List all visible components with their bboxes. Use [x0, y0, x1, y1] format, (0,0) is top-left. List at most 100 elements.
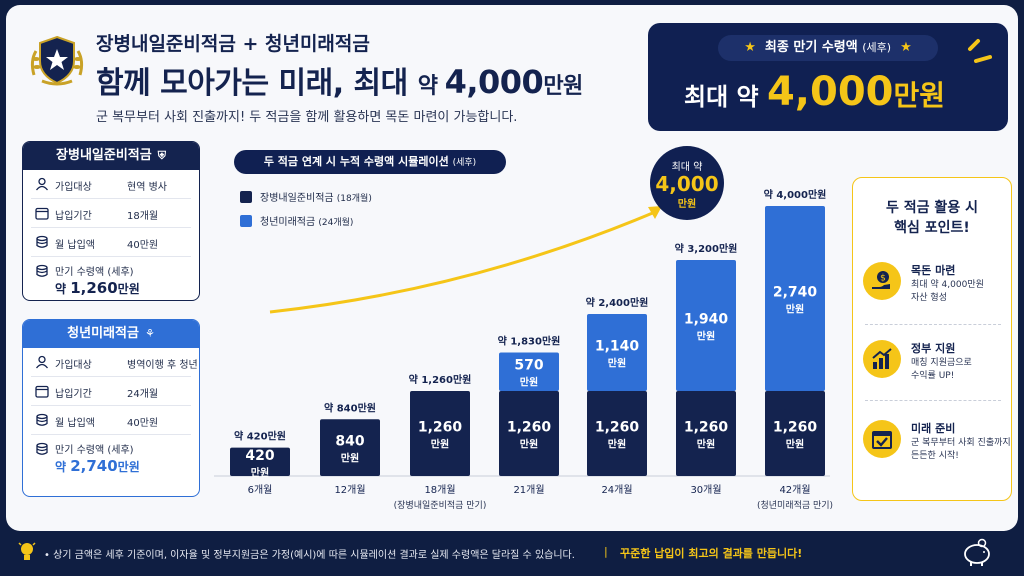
infographic-canvas: 장병내일준비적금 + 청년미래적금 함께 모아가는 미래, 최대 약 4,000… [6, 5, 1018, 531]
chart-title-text: 두 적금 연계 시 누적 수령액 시뮬레이션 [263, 155, 449, 168]
row-label: 가입대상 [55, 360, 92, 371]
row-label: 가입대상 [55, 182, 92, 193]
row-value: 40만원 [127, 240, 159, 251]
footer-disclaimer: • 상기 금액은 세후 기준이며, 이자율 및 정부지원금은 가정(예시)에 따… [44, 550, 575, 561]
headline-text: 함께 모아가는 미래, 최대 [96, 66, 418, 101]
coins-icon [36, 264, 48, 277]
final-amount-value: 최대 약 4,000만원 [684, 69, 945, 115]
headline-approx: 약 [417, 74, 445, 99]
row-label: 월 납입액 [55, 418, 95, 429]
maturity-amount: 약 2,740만원 [55, 457, 140, 475]
bubble-line1: 최대 약 [671, 162, 703, 173]
maturity-label: 만기 수령액 (세후) [55, 267, 134, 278]
chart-title: 두 적금 연계 시 누적 수령액 시뮬레이션 (세후) [234, 150, 506, 174]
star-icon: ★ [900, 40, 912, 55]
card-row: 가입대상 병역이행 후 청년 [31, 348, 198, 377]
final-tag-paren: (세후) [862, 41, 892, 54]
maturity-num: 1,260 [70, 279, 118, 297]
lightbulb-icon [18, 542, 36, 560]
card-row: 납입기간 24개월 [31, 377, 191, 406]
calendar-icon [35, 207, 49, 220]
headline-unit: 만원 [543, 74, 583, 99]
key-point-desc-line1: 매칭 지원금으로 [911, 358, 972, 368]
svg-text:$: $ [880, 274, 886, 284]
legend-label: 장병내일준비적금 [260, 193, 334, 204]
card-row: 납입기간 18개월 [31, 199, 191, 228]
legend-paren: (18개월) [336, 194, 372, 204]
row-value: 병역이행 후 청년 [127, 360, 198, 371]
coins-icon [36, 235, 48, 248]
page-title: 장병내일준비적금 + 청년미래적금 [96, 33, 370, 55]
card-title-text: 장병내일준비적금 [56, 148, 152, 163]
person-icon [35, 355, 49, 369]
card-row-maturity: 만기 수령액 (세후) 약 2,740만원 [31, 435, 191, 479]
key-point-title: 미래 준비 [911, 422, 956, 435]
card-row-maturity: 만기 수령액 (세후) 약 1,260만원 [31, 257, 191, 300]
maturity-label: 만기 수령액 (세후) [55, 445, 134, 456]
star-icon: ★ [744, 40, 756, 55]
bubble-unit: 만원 [677, 199, 697, 210]
page-headline: 함께 모아가는 미래, 최대 약 4,000만원 [96, 58, 583, 102]
calendar-check-icon [863, 420, 901, 458]
row-value: 현역 병사 [127, 182, 167, 193]
maturity-unit: 만원 [117, 282, 140, 296]
final-amount-box: ★ 최종 만기 수령액 (세후) ★ 최대 약 4,000만원 [648, 23, 1008, 131]
divider [865, 324, 1001, 325]
legend-paren: (24개월) [318, 218, 354, 228]
footer-slogan: 꾸준한 납입이 최고의 결과를 만듭니다! [620, 547, 803, 560]
card-row: 월 납입액 40만원 [31, 228, 191, 257]
sparkle-icon [968, 39, 992, 63]
final-amount-tag: ★ 최종 만기 수령액 (세후) ★ [718, 35, 938, 61]
row-label: 월 납입액 [55, 240, 95, 251]
key-point-desc-line2: 자산 형성 [911, 293, 947, 303]
card-title-text: 청년미래적금 [67, 326, 139, 341]
divider [865, 400, 1001, 401]
piggy-bank-icon [964, 538, 990, 566]
maturity-pre: 약 [55, 282, 71, 296]
row-value: 18개월 [127, 211, 159, 222]
footer: • 상기 금액은 세후 기준이며, 이자율 및 정부지원금은 가정(예시)에 따… [0, 531, 1024, 576]
key-point-title: 정부 지원 [911, 342, 956, 355]
bubble-amount: 4,000 [655, 172, 719, 196]
money-hand-icon: $ [863, 262, 901, 300]
key-point-desc-line2: 수익률 UP! [911, 371, 955, 381]
chart-up-icon [863, 340, 901, 378]
card-cheongnyeon-title: 청년미래적금 ⚘ [23, 320, 199, 348]
row-label: 납입기간 [55, 211, 92, 222]
card-row: 월 납입액 40만원 [31, 406, 191, 435]
sprout-icon: ⚘ [144, 327, 155, 340]
coins-icon [36, 413, 48, 426]
max-amount-bubble: 최대 약 4,000 만원 [650, 146, 724, 220]
row-value: 40만원 [127, 418, 159, 429]
maturity-amount: 약 1,260만원 [55, 279, 140, 297]
row-value: 24개월 [127, 389, 159, 400]
legend-swatch [240, 191, 252, 203]
final-amount-num: 4,000 [766, 69, 894, 115]
legend-swatch [240, 215, 252, 227]
row-label: 납입기간 [55, 389, 92, 400]
headline-amount: 4,000 [444, 63, 544, 101]
final-tag-text: 최종 만기 수령액 [764, 40, 858, 55]
legend-label: 청년미래적금 [260, 217, 316, 228]
key-points-panel: 두 적금 활용 시 핵심 포인트! $ 목돈 마련 최대 약 4,000만원 자산 … [852, 177, 1012, 501]
final-amount-pre: 최대 약 [684, 83, 767, 111]
card-jangbyeong-title: 장병내일준비적금 ⛨ [23, 142, 199, 170]
key-points-title-line2: 핵심 포인트! [894, 220, 970, 236]
chart-title-paren: (세후) [452, 158, 477, 168]
maturity-pre: 약 [55, 460, 71, 474]
footer-divider: | [604, 545, 608, 558]
shield-icon: ⛨ [157, 149, 166, 162]
person-icon [35, 177, 49, 191]
maturity-num: 2,740 [70, 457, 118, 475]
key-point-desc-line2: 든든한 시작! [911, 451, 959, 461]
final-amount-unit: 만원 [893, 79, 946, 112]
key-points-title-line1: 두 적금 활용 시 [886, 200, 978, 216]
key-point-title: 목돈 마련 [911, 264, 956, 277]
card-jangbyeong: 장병내일준비적금 ⛨ 가입대상 현역 병사 납입기간 18개월 월 납입액 40만원 만… [22, 141, 200, 301]
key-point-desc-line1: 군 복무부터 사회 진출까지 [911, 438, 1011, 448]
legend-item: 청년미래적금 (24개월) [240, 213, 353, 228]
card-row: 가입대상 현역 병사 [31, 170, 191, 199]
